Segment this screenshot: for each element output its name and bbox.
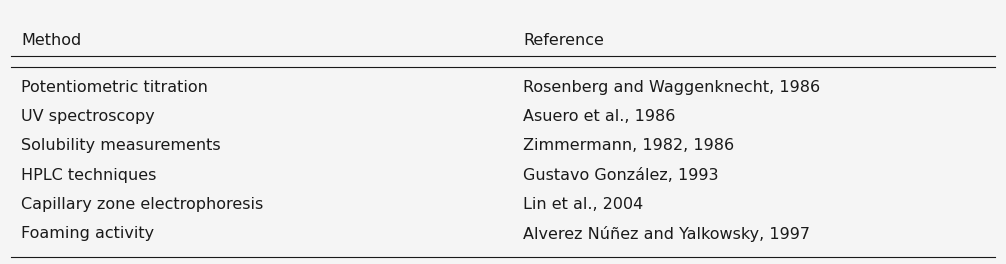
Text: Zimmermann, 1982, 1986: Zimmermann, 1982, 1986 [523, 138, 734, 153]
Text: Capillary zone electrophoresis: Capillary zone electrophoresis [21, 197, 264, 212]
Text: Reference: Reference [523, 33, 604, 48]
Text: Foaming activity: Foaming activity [21, 226, 155, 241]
Text: Rosenberg and Waggenknecht, 1986: Rosenberg and Waggenknecht, 1986 [523, 80, 820, 95]
Text: Lin et al., 2004: Lin et al., 2004 [523, 197, 643, 212]
Text: Method: Method [21, 33, 81, 48]
Text: Gustavo González, 1993: Gustavo González, 1993 [523, 168, 718, 182]
Text: Alverez Núñez and Yalkowsky, 1997: Alverez Núñez and Yalkowsky, 1997 [523, 226, 810, 242]
Text: UV spectroscopy: UV spectroscopy [21, 109, 155, 124]
Text: Asuero et al., 1986: Asuero et al., 1986 [523, 109, 675, 124]
Text: Solubility measurements: Solubility measurements [21, 138, 221, 153]
Text: Potentiometric titration: Potentiometric titration [21, 80, 208, 95]
Text: HPLC techniques: HPLC techniques [21, 168, 157, 182]
